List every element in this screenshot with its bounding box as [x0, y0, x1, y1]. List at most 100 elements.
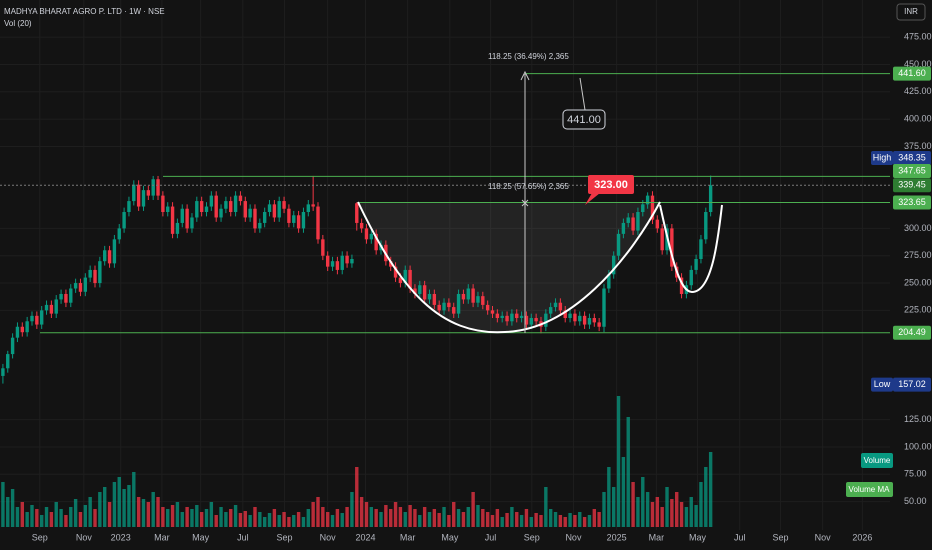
volume-bar [476, 505, 480, 527]
candle-body [515, 313, 519, 319]
candle-body [258, 222, 262, 229]
candle-body [471, 288, 475, 303]
volume-bar [214, 515, 218, 527]
price-badge [893, 377, 931, 392]
volume-bar [582, 517, 587, 527]
candle-body [49, 304, 54, 314]
volume-bar [350, 492, 354, 527]
volume-bar [180, 512, 184, 527]
price-badge [893, 151, 931, 165]
volume-bar [1, 482, 5, 527]
y-tick-label: 450.00 [904, 59, 932, 69]
candle-body [437, 304, 441, 311]
volume-tag [861, 453, 893, 468]
candle-body [277, 201, 281, 218]
candle-body [195, 201, 199, 218]
volume-bar [243, 511, 247, 527]
x-tick-label: Nov [815, 532, 832, 542]
x-tick-label: Nov [565, 532, 582, 542]
candle-body [83, 277, 88, 292]
volume-bar [262, 517, 267, 527]
candle-body [78, 283, 83, 292]
volume-bar [195, 505, 199, 527]
candle-body [292, 215, 296, 223]
x-tick-label: Mar [400, 532, 416, 542]
currency-box[interactable] [896, 3, 926, 21]
candle-body [272, 204, 277, 218]
volume-bar [229, 509, 233, 527]
candle-body [699, 239, 703, 259]
candle-body [641, 204, 645, 213]
candle-body [694, 259, 698, 270]
price-badge [893, 325, 931, 340]
candle-body [413, 288, 417, 294]
candle-body [427, 293, 432, 300]
currency[interactable]: INR [904, 7, 918, 16]
volume-bar [699, 482, 703, 527]
candle-body [616, 233, 621, 256]
volume-bar [233, 505, 238, 527]
callout-text: 323.00 [594, 179, 628, 191]
volume-bar [287, 517, 291, 527]
price-badge-name [871, 377, 893, 392]
x-tick-label: 2026 [852, 532, 872, 542]
candle-body [214, 195, 218, 218]
volume-bar [224, 512, 228, 527]
volume-bar [384, 505, 388, 527]
candle-body [185, 208, 189, 229]
price-badge-name-text: High [873, 152, 892, 162]
candle-body [151, 179, 155, 196]
volume-bar [544, 487, 548, 527]
candle-body [645, 195, 650, 205]
candle-body [190, 217, 194, 229]
volume-bar [49, 512, 54, 527]
x-tick-label: Sep [524, 532, 540, 542]
candle-body [621, 222, 626, 234]
volume-bar [35, 509, 39, 527]
candle-body [112, 239, 117, 264]
volume-bar [311, 502, 315, 527]
measure-arrow [520, 70, 530, 81]
callout-box [588, 175, 634, 194]
volume-bar [631, 482, 635, 527]
price-badge [893, 66, 931, 81]
y-tick-label: 475.00 [904, 32, 932, 42]
candle-body [611, 255, 616, 275]
candle-body [573, 313, 577, 322]
candle-body [10, 337, 15, 355]
candle-body [316, 206, 320, 240]
candle-body [161, 195, 165, 213]
volume-bar [413, 509, 417, 527]
volume-bars [1, 396, 713, 527]
candle-body [398, 277, 403, 284]
candle-body [403, 269, 407, 284]
volume-bar [54, 502, 58, 527]
volume-bar [539, 515, 543, 527]
volume-bar [471, 492, 475, 527]
volume-bar [461, 512, 466, 527]
candle-body [88, 269, 92, 278]
volume-bar [83, 505, 88, 527]
candle-body [704, 212, 708, 240]
volume-bar [505, 513, 509, 527]
candle-body [233, 195, 238, 213]
x-tick-label: Mar [154, 532, 170, 542]
y-tick-label: 100.00 [904, 441, 932, 451]
candle-body [1, 368, 5, 376]
price-badge-text: 204.49 [898, 327, 926, 337]
price-badge-text: 323.65 [898, 197, 926, 207]
candle-body [20, 326, 24, 333]
candle-body [529, 318, 533, 325]
volume-bar [529, 517, 533, 527]
y-tick-label: 250.00 [904, 277, 932, 287]
volume-bar [151, 492, 155, 527]
candle-body [359, 222, 364, 229]
y-tick-label: 400.00 [904, 113, 932, 123]
candle-body [490, 310, 495, 314]
volume-bar [277, 515, 281, 527]
candle-body [408, 269, 412, 289]
candle-body [107, 250, 112, 264]
candle-body [156, 179, 160, 196]
candle-body [59, 293, 63, 300]
price-badge-text: 157.02 [898, 379, 926, 389]
